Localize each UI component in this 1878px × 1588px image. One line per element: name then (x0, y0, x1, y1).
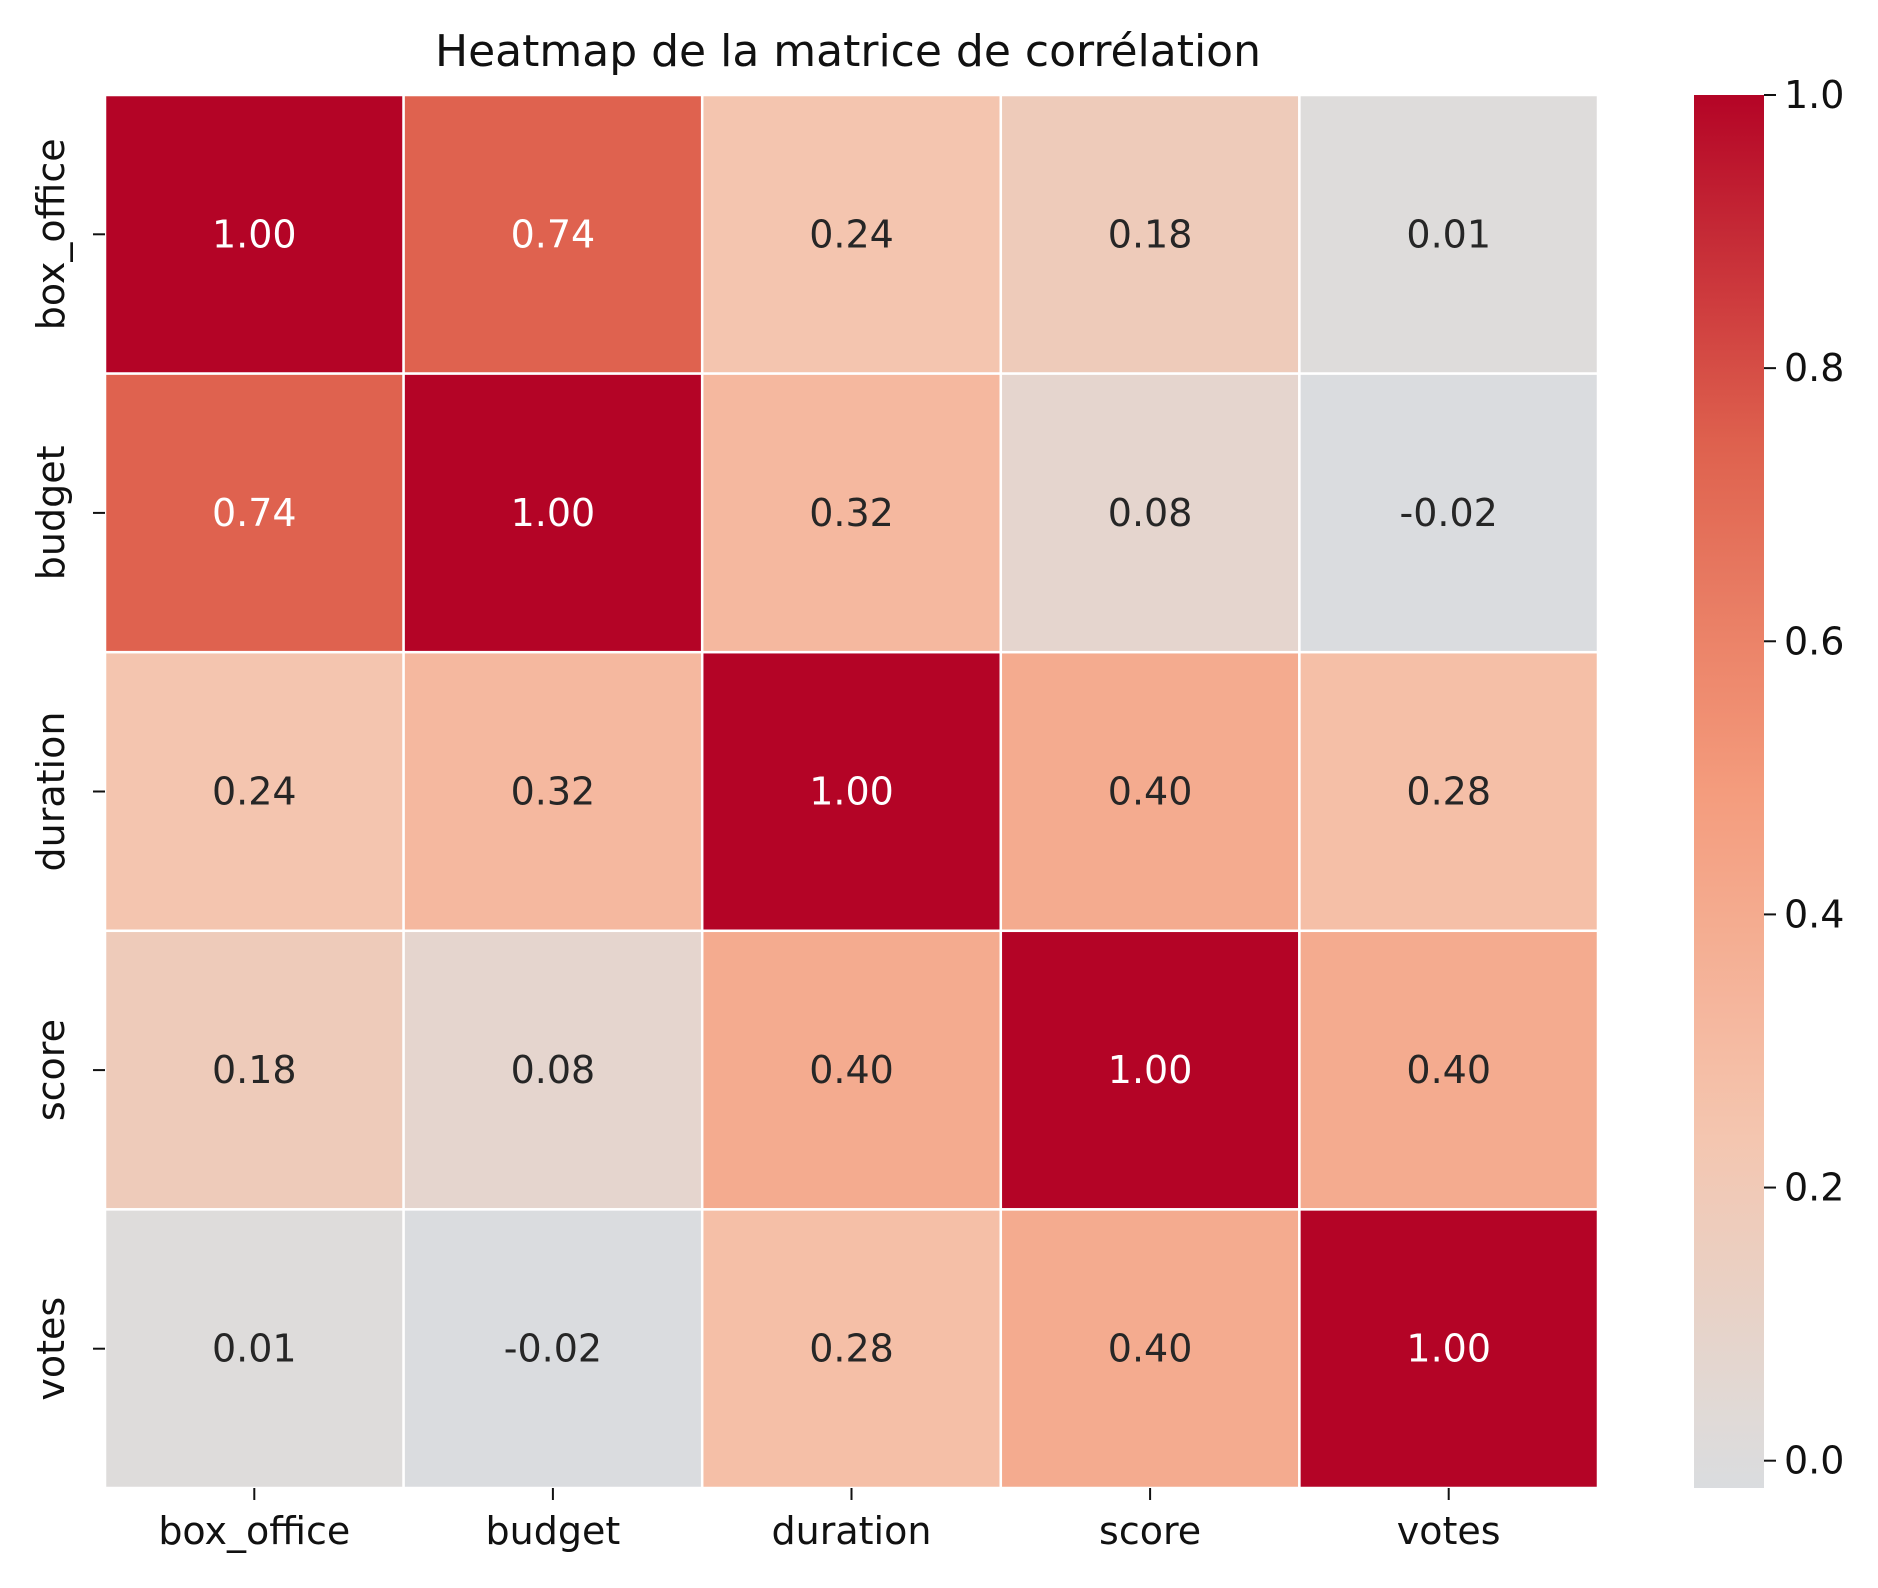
colorbar-tick-label: 0.6 (1784, 619, 1844, 663)
colorbar-tick-label: 0.8 (1784, 346, 1844, 390)
heatmap-cell-votes-budget (402, 1208, 704, 1490)
cell-value-label: 1.00 (1406, 1327, 1491, 1371)
colorbar: 0.0 0.2 0.4 0.6 0.8 1.0 (1694, 73, 1844, 1488)
cell-value-label: 0.24 (212, 770, 297, 814)
heatmap-cell-box_office-duration (700, 93, 1003, 375)
heatmap-cell-box_office-votes (1298, 93, 1600, 375)
cell-value-label: 1.00 (212, 212, 297, 256)
heatmap-cell-votes-duration (700, 1208, 1003, 1490)
colorbar-gradient (1694, 95, 1764, 1488)
cell-value-label: -0.02 (504, 1327, 602, 1371)
heatmap-cells (103, 93, 1600, 1490)
heatmap-cell-duration-budget (402, 650, 704, 933)
chart-title: Heatmap de la matrice de corrélation (435, 26, 1261, 77)
y-tick-label-box_office: box_office (29, 138, 73, 330)
cell-value-label: 0.18 (212, 1048, 297, 1092)
cell-value-label: 0.28 (1406, 770, 1491, 814)
cell-value-label: 0.74 (212, 491, 297, 535)
cell-value-label: 0.01 (1406, 212, 1491, 256)
heatmap-cell-box_office-score (999, 93, 1301, 375)
cell-value-label: 0.32 (809, 491, 894, 535)
cell-value-label: 0.40 (1108, 1327, 1193, 1371)
heatmap-cell-duration-votes (1298, 650, 1600, 933)
cell-value-label: 0.32 (511, 770, 596, 814)
heatmap-cell-duration-score (999, 650, 1301, 933)
cell-value-label: 0.40 (809, 1048, 894, 1092)
cell-value-label: 0.01 (212, 1327, 297, 1371)
x-tick-label-votes: votes (1397, 1509, 1501, 1553)
y-tick-label-votes: votes (29, 1297, 73, 1401)
colorbar-tick-label: 1.0 (1784, 73, 1844, 117)
x-tick-label-score: score (1099, 1509, 1201, 1553)
heatmap-cell-score-duration (700, 929, 1003, 1211)
heatmap-cell-box_office-budget (402, 93, 704, 375)
colorbar-tick-label: 0.0 (1784, 1439, 1844, 1483)
cell-value-label: 0.24 (809, 212, 894, 256)
cell-value-label: 0.18 (1108, 212, 1193, 256)
heatmap-cell-score-score (999, 929, 1301, 1211)
heatmap-cell-labels: 1.00 0.74 0.24 0.18 0.01 0.74 1.00 0.32 0.08 -0.0… (212, 212, 1498, 1370)
cell-value-label: 1.00 (809, 770, 894, 814)
cell-value-label: 0.40 (1108, 770, 1193, 814)
colorbar-tick-label: 0.4 (1784, 892, 1844, 936)
y-tick-label-score: score (29, 1019, 73, 1121)
cell-value-label: 1.00 (511, 491, 596, 535)
x-axis: box_office budget duration score votes (158, 1488, 1501, 1553)
heatmap-cell-score-budget (402, 929, 704, 1211)
colorbar-tick-label: 0.2 (1784, 1166, 1844, 1210)
heatmap-cell-votes-votes (1298, 1208, 1600, 1490)
cell-value-label: 0.74 (511, 212, 596, 256)
y-tick-label-budget: budget (29, 446, 73, 581)
cell-value-label: 1.00 (1108, 1048, 1193, 1092)
heatmap-cell-budget-votes (1298, 372, 1600, 654)
cell-value-label: 0.08 (511, 1048, 596, 1092)
cell-value-label: -0.02 (1400, 491, 1498, 535)
cell-value-label: 0.40 (1406, 1048, 1491, 1092)
cell-value-label: 0.28 (809, 1327, 894, 1371)
heatmap-cell-budget-duration (700, 372, 1003, 654)
x-tick-label-duration: duration (772, 1509, 932, 1553)
y-tick-label-duration: duration (29, 712, 73, 872)
heatmap-cell-score-votes (1298, 929, 1600, 1211)
heatmap-cell-votes-box_office (103, 1208, 405, 1490)
x-tick-label-box_office: box_office (158, 1509, 350, 1553)
heatmap-cell-budget-box_office (103, 372, 405, 654)
heatmap-cell-box_office-box_office (103, 93, 405, 375)
heatmap-cell-duration-duration (700, 650, 1003, 933)
x-tick-label-budget: budget (486, 1509, 621, 1553)
cell-value-label: 0.08 (1108, 491, 1193, 535)
